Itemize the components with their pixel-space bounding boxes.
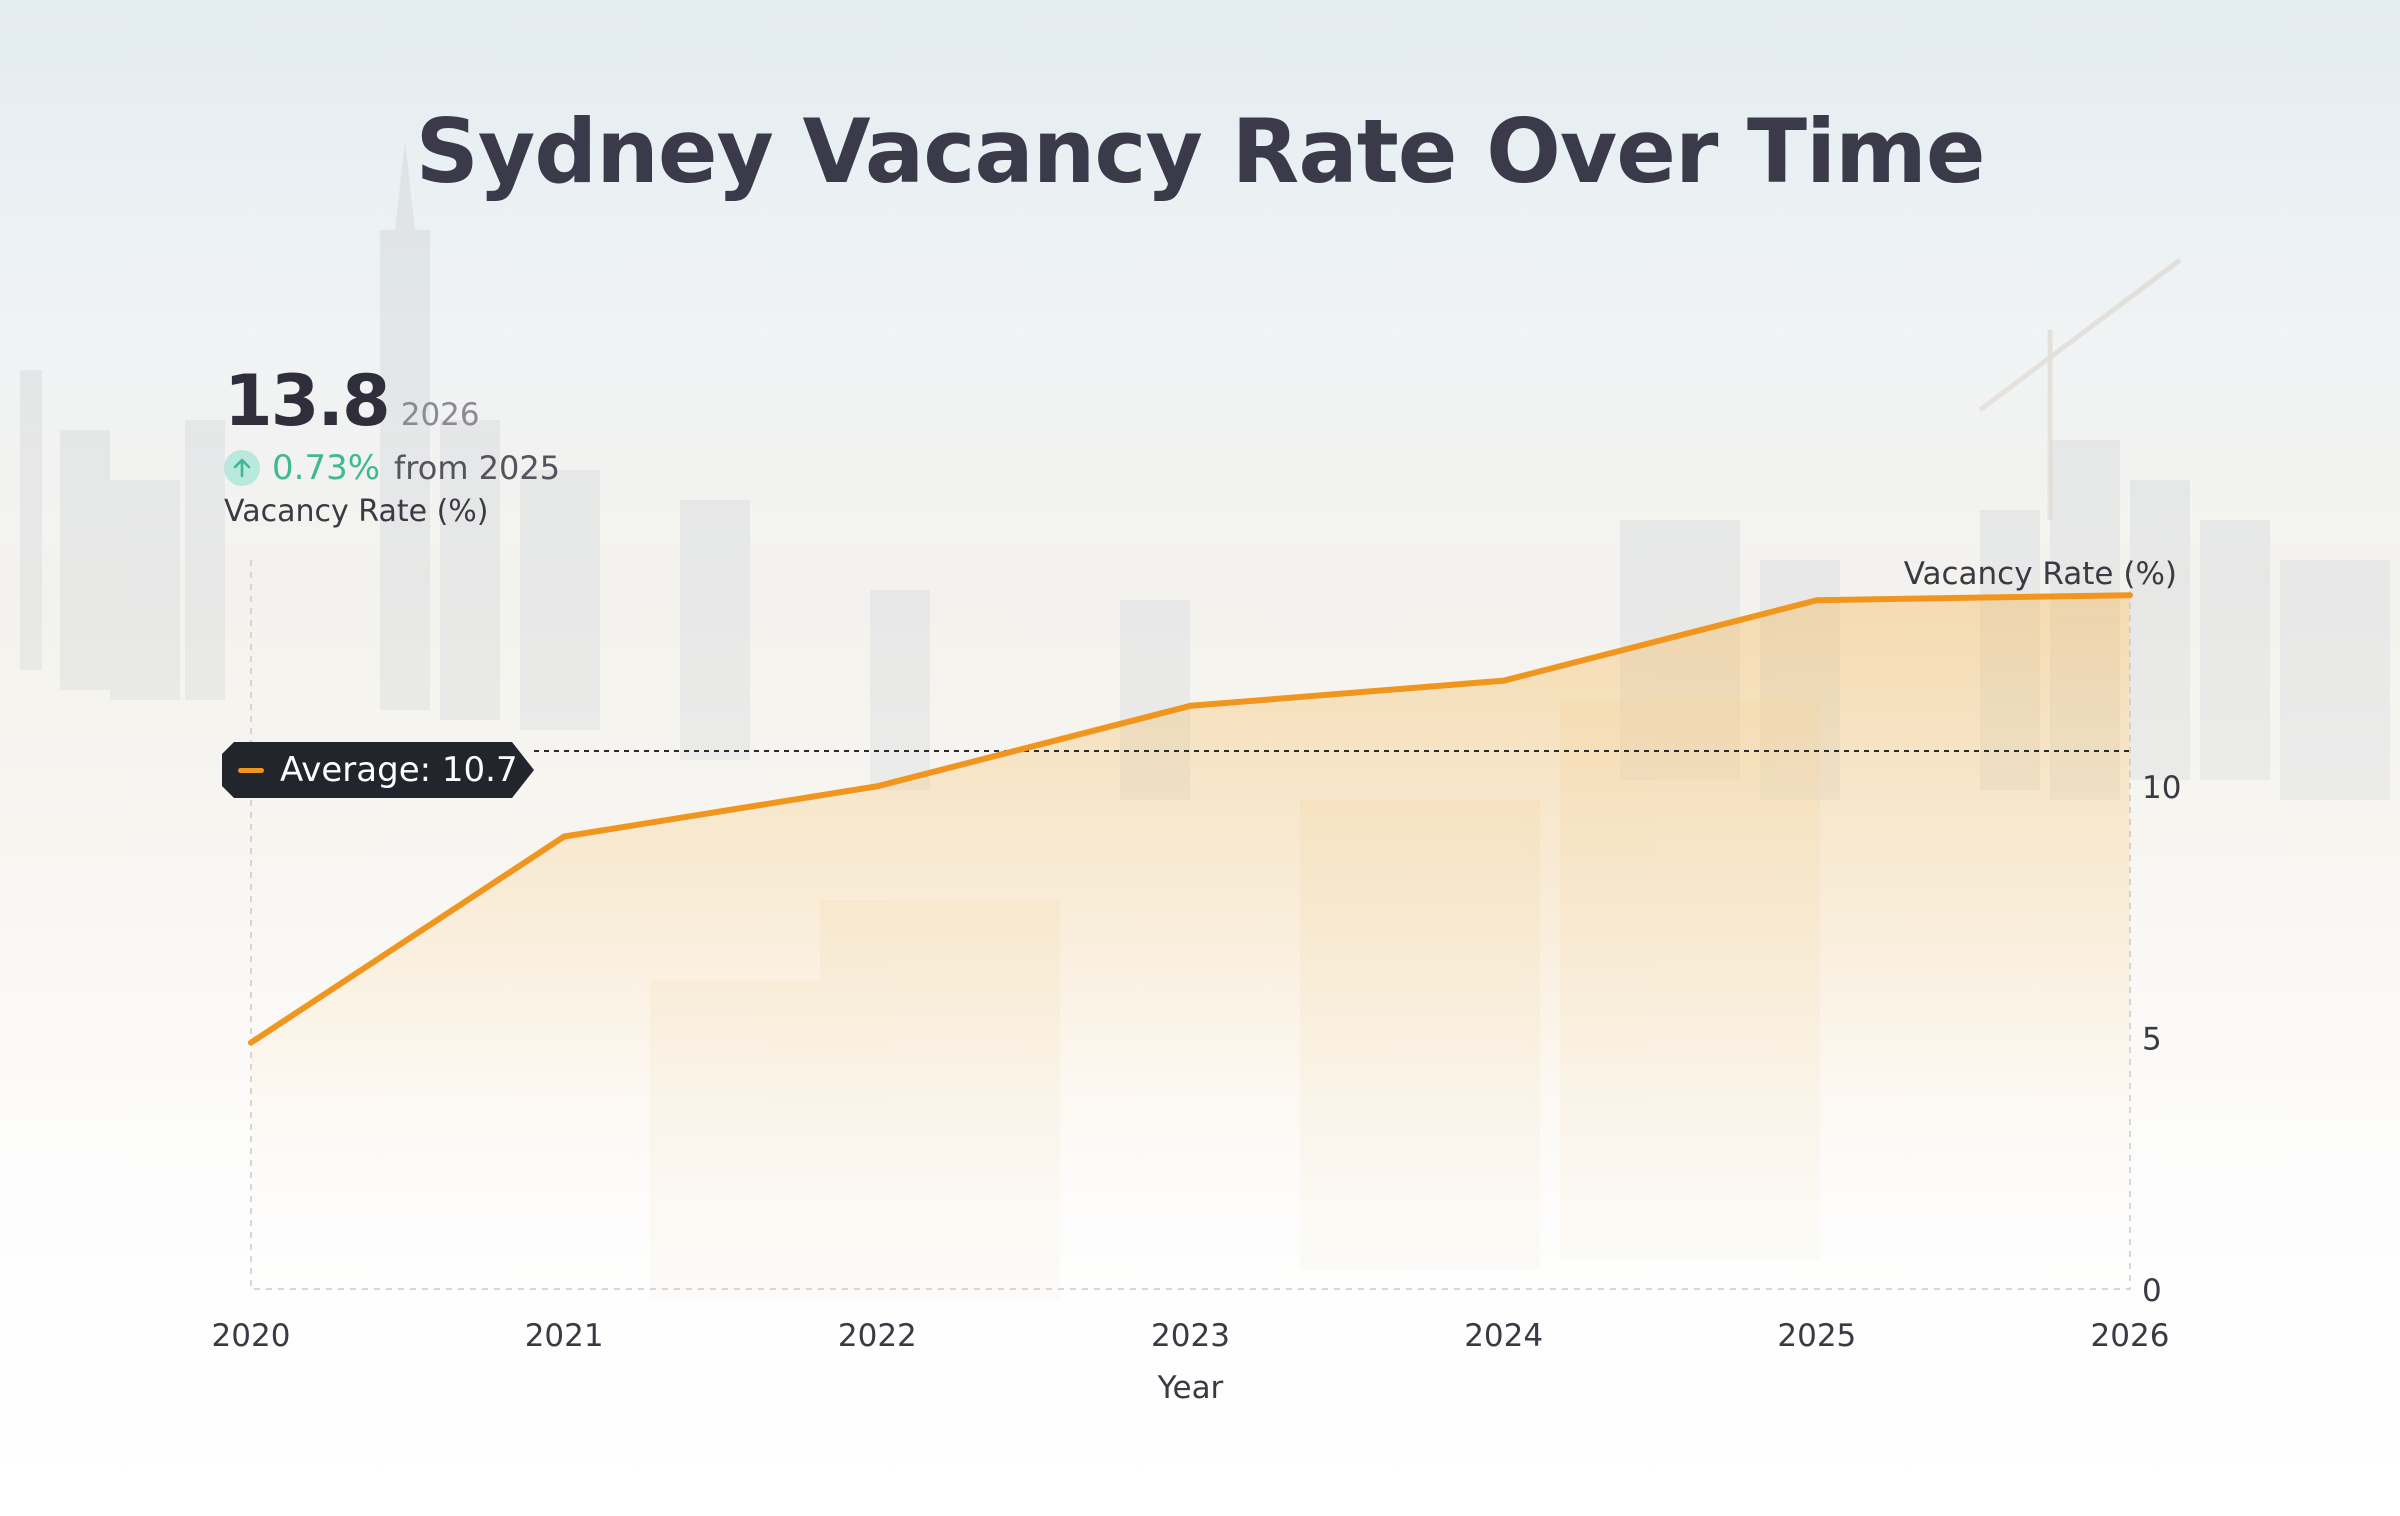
data-point-2022 bbox=[874, 783, 880, 789]
x-tick-label: 2026 bbox=[2091, 1318, 2170, 1354]
kpi-value: 13.8 bbox=[224, 360, 391, 442]
y-tick-label: 5 bbox=[2142, 1022, 2162, 1058]
average-label: Average: 10.7 bbox=[280, 750, 518, 790]
x-axis-title: Year bbox=[1157, 1370, 1224, 1406]
kpi-year: 2026 bbox=[400, 397, 480, 433]
kpi-from-text: from 2025 bbox=[394, 449, 561, 487]
data-point-2023 bbox=[1188, 703, 1194, 709]
x-tick-label: 2024 bbox=[1464, 1318, 1543, 1354]
x-tick-label: 2020 bbox=[212, 1318, 291, 1354]
x-tick-label: 2022 bbox=[838, 1318, 917, 1354]
data-point-2025 bbox=[1814, 597, 1820, 603]
x-tick-label: 2021 bbox=[525, 1318, 604, 1354]
data-point-2026 bbox=[2127, 592, 2133, 598]
area-fill bbox=[251, 595, 2130, 1289]
chart-title: Sydney Vacancy Rate Over Time bbox=[415, 100, 1985, 203]
x-tick-label: 2023 bbox=[1151, 1318, 1230, 1354]
y-tick-label: 0 bbox=[2142, 1273, 2162, 1309]
average-badge: Average: 10.7 bbox=[222, 742, 534, 798]
average-swatch bbox=[238, 767, 264, 773]
series-line bbox=[248, 592, 2133, 1046]
data-point-2024 bbox=[1501, 678, 1507, 684]
kpi-label: Vacancy Rate (%) bbox=[224, 494, 489, 529]
kpi-change: 0.73% bbox=[272, 448, 381, 488]
y-tick-label: 10 bbox=[2142, 770, 2181, 806]
x-tick-label: 2025 bbox=[1777, 1318, 1856, 1354]
data-point-2020 bbox=[248, 1040, 254, 1046]
kpi-summary: 13.8 2026 0.73% from 2025 Vacancy Rate (… bbox=[224, 360, 560, 529]
y-axis-title: Vacancy Rate (%) bbox=[1904, 556, 2177, 592]
data-point-2021 bbox=[561, 834, 567, 840]
arrow-up-icon bbox=[224, 450, 260, 486]
